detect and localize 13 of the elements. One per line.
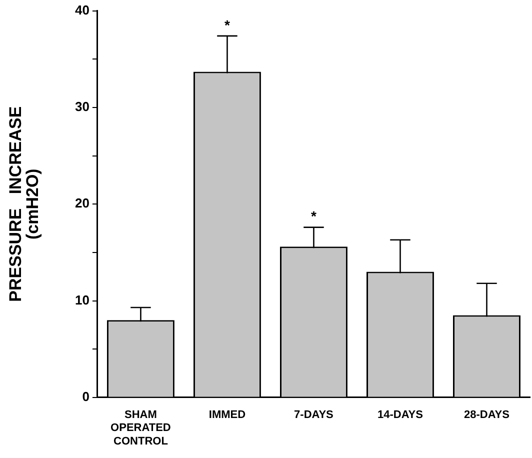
x-tick-label: SHAM OPERATED CONTROL — [110, 409, 171, 448]
y-axis-title: PRESSURE INCREASE (cmH2O) — [6, 106, 42, 302]
y-tick-label: 0 — [82, 388, 90, 404]
x-tick-label: 7-DAYS — [294, 409, 334, 422]
y-tick-label: 40 — [74, 2, 90, 18]
y-tick-label: 30 — [74, 99, 90, 114]
x-tick-label: IMMED — [208, 409, 246, 422]
data-label: * — [224, 16, 230, 33]
y-tick-label: 10 — [74, 292, 90, 308]
data-label: * — [311, 208, 318, 224]
x-tick-label: 28-DAYS — [464, 409, 510, 422]
x-tick-label: 14-DAYS — [378, 409, 423, 422]
y-tick-label: 20 — [74, 196, 90, 211]
